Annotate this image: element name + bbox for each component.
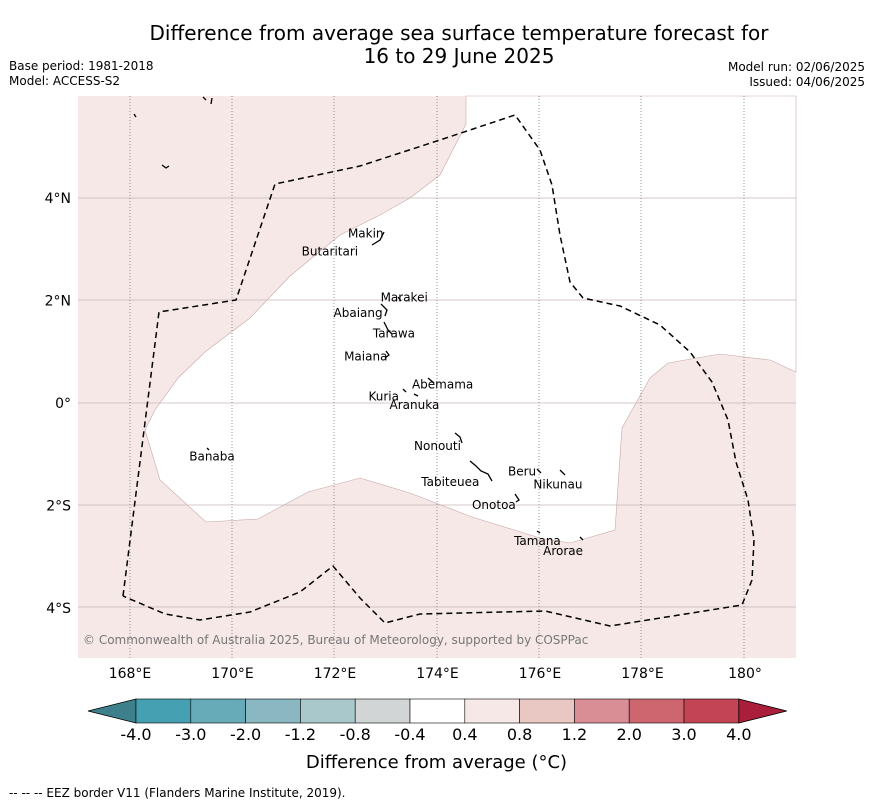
x-tick-label: 172°E <box>314 666 357 682</box>
colorbar-segment <box>190 698 246 724</box>
place-label: Makin <box>348 226 384 240</box>
place-label: Kuria <box>368 389 399 403</box>
title-line-1: Difference from average sea surface temp… <box>149 21 769 45</box>
x-tick-label: 178°E <box>621 666 664 682</box>
title-line-2: 16 to 29 June 2025 <box>363 44 555 68</box>
y-tick-label: 2°N <box>45 294 71 310</box>
issued-date: Issued: 04/06/2025 <box>749 75 865 89</box>
x-tick-labels: 168°E 170°E 172°E 174°E 176°E 178°E 180° <box>109 666 762 682</box>
colorbar-tick-label: -0.4 <box>394 725 425 744</box>
colorbar-segment <box>574 698 630 724</box>
y-tick-label: 4°N <box>45 191 71 207</box>
colorbar-tick-label: -0.8 <box>340 725 371 744</box>
place-label: Beru <box>508 465 536 479</box>
model-run: Model run: 02/06/2025 <box>727 60 865 74</box>
colorbar-tick-label: 2.0 <box>616 725 641 744</box>
place-label: Tarawa <box>372 326 415 340</box>
meta-left: Base period: 1981-2018 Model: ACCESS-S2 <box>9 59 154 89</box>
map-panel: Makin Butaritari Marakei Abaiang Tarawa Maian… <box>78 95 797 658</box>
copyright-credit: © Commonwealth of Australia 2025, Bureau… <box>83 633 588 647</box>
colorbar-segment <box>683 698 740 724</box>
colorbar-segment <box>628 698 685 724</box>
place-label: Tamana <box>513 534 561 548</box>
place-label: Butaritari <box>302 244 359 258</box>
colorbar-tick-label: 1.2 <box>562 725 587 744</box>
y-tick-labels: 4°N 2°N 0° 2°S 4°S <box>45 191 72 617</box>
x-tick-label: 180° <box>728 666 762 682</box>
place-label: Abemama <box>412 378 473 392</box>
colorbar-title: Difference from average (°C) <box>305 752 568 773</box>
y-tick-label: 4°S <box>46 601 71 617</box>
y-tick-label: 2°S <box>46 499 71 515</box>
x-tick-label: 168°E <box>109 666 152 682</box>
island-outlines <box>133 96 584 541</box>
colorbar-tick-label: 0.8 <box>507 725 532 744</box>
colorbar: -4.0 -3.0 -2.0 -1.2 -0.8 -0.4 0.4 0.8 1.2 2.0 3.0 4… <box>87 698 787 744</box>
x-tick-label: 174°E <box>416 666 459 682</box>
colorbar-tick-label: -3.0 <box>175 725 206 744</box>
base-period: Base period: 1981-2018 <box>9 59 154 73</box>
near-normal-region <box>144 95 797 544</box>
y-tick-label: 0° <box>55 396 71 412</box>
eez-legend-note: -- -- -- EEZ border V11 (Flanders Marine… <box>9 786 346 800</box>
map-title: Difference from average sea surface temp… <box>0 22 873 68</box>
place-label: Maiana <box>344 349 387 363</box>
place-label: Nonouti <box>414 439 461 453</box>
x-tick-label: 176°E <box>519 666 562 682</box>
place-label: Abaiang <box>334 306 383 320</box>
place-label: Nikunau <box>533 478 582 492</box>
colorbar-tick-label: 4.0 <box>726 725 751 744</box>
model-name: Model: ACCESS-S2 <box>9 74 121 88</box>
colorbar-tick-label: 3.0 <box>671 725 696 744</box>
meta-right: Model run: 02/06/2025 Issued: 04/06/2025 <box>728 60 865 90</box>
colorbar-tick-label: 0.4 <box>452 725 477 744</box>
colorbar-segment <box>519 698 575 724</box>
colorbar-tick-label: -2.0 <box>230 725 261 744</box>
place-label: Tabiteuea <box>420 475 479 489</box>
colorbar-segment <box>300 698 356 724</box>
colorbar-segment <box>464 698 520 724</box>
place-label: Marakei <box>381 290 428 304</box>
place-label: Arorae <box>543 544 583 558</box>
place-labels: Makin Butaritari Marakei Abaiang Tarawa Maian… <box>189 226 583 558</box>
colorbar-tick-label: -4.0 <box>120 725 151 744</box>
eez-border <box>122 114 755 627</box>
place-label: Banaba <box>189 449 235 463</box>
colorbar-tick-label: -1.2 <box>285 725 316 744</box>
lon-gridlines <box>129 96 745 658</box>
colorbar-segment <box>354 698 411 724</box>
colorbar-segment <box>135 698 192 724</box>
colorbar-segment <box>409 698 466 724</box>
x-tick-label: 170°E <box>211 666 254 682</box>
place-label: Aranuka <box>390 398 440 412</box>
place-label: Onotoa <box>472 498 516 512</box>
colorbar-segment <box>245 698 301 724</box>
colorbar-lower-extension <box>87 698 137 724</box>
colorbar-upper-extension <box>738 698 787 724</box>
